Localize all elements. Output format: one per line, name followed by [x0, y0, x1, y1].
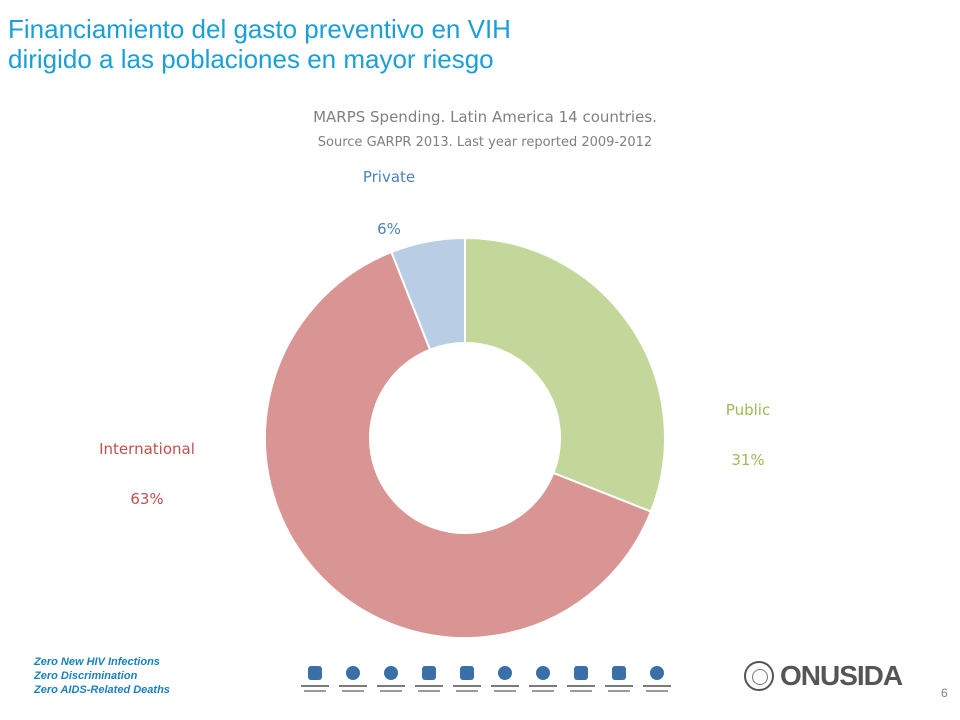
tb-icon	[452, 664, 482, 704]
donut-chart: Public 31% International 63% Private 6%	[99, 168, 770, 639]
chart-subtitle: Source GARPR 2013. Last year reported 20…	[317, 135, 653, 150]
goal-icons-strip	[300, 664, 672, 704]
slice-value-international: 63%	[130, 490, 163, 508]
donut-slice-private	[390, 236, 466, 351]
onusida-logo: ONUSIDA	[744, 660, 903, 692]
chart-title: MARPS Spending. Latin America 14 countri…	[313, 108, 657, 126]
tagline-zero-discrimination: Zero Discrimination	[34, 670, 138, 682]
gender-icon	[528, 664, 558, 704]
slide-title-line-1: Financiamiento del gasto preventivo en V…	[8, 14, 511, 44]
logo-wordmark: ONUSIDA	[780, 660, 903, 691]
travel-restrictions-icon	[604, 664, 634, 704]
integration-icon	[642, 664, 672, 704]
footer-taglines: Zero New HIV Infections Zero Discriminat…	[34, 655, 170, 697]
donut-slice-public	[464, 236, 666, 513]
children-icon	[376, 664, 406, 704]
slice-label-international: International	[99, 440, 195, 458]
stigma-icon	[566, 664, 596, 704]
tagline-zero-infections: Zero New HIV Infections	[34, 656, 160, 668]
slice-value-public: 31%	[731, 451, 764, 469]
transmission-icon	[300, 664, 330, 704]
treatment-icon	[414, 664, 444, 704]
slice-label-public: Public	[726, 401, 770, 419]
slide-title: Financiamiento del gasto preventivo en V…	[8, 14, 511, 74]
drug-users-icon	[338, 664, 368, 704]
slide-title-line-2: dirigido a las poblaciones en mayor ries…	[8, 44, 494, 74]
tagline-zero-deaths: Zero AIDS-Related Deaths	[34, 684, 170, 696]
donut-slice-international	[264, 250, 653, 639]
page-number: 6	[941, 686, 948, 700]
slice-value-private: 6%	[377, 220, 401, 238]
slice-label-private: Private	[363, 168, 415, 186]
un-emblem-icon	[744, 661, 774, 691]
resource-gap-icon	[490, 664, 520, 704]
